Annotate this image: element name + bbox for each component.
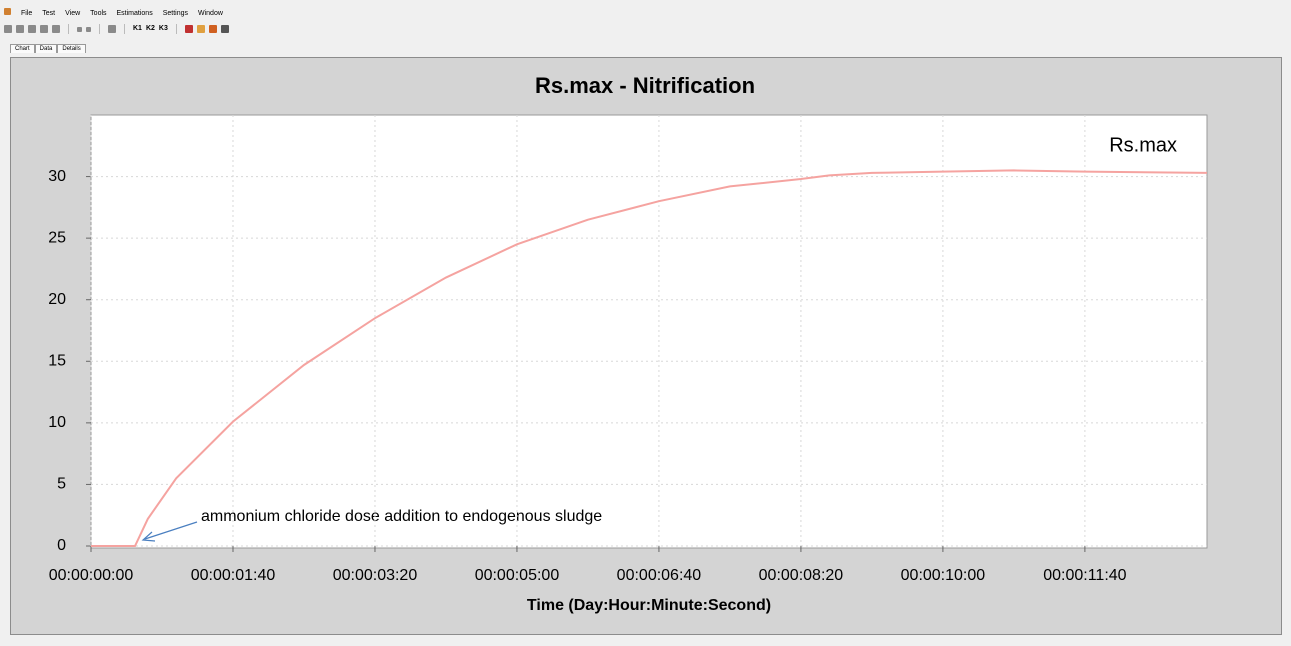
tool-button[interactable]: K1 [133, 25, 142, 32]
tool-button[interactable] [4, 25, 12, 33]
y-tick-label: 15 [48, 353, 66, 370]
y-tick-label: 5 [57, 476, 66, 493]
toolbar: K1 K2 K3 [4, 22, 229, 36]
separator [99, 24, 100, 34]
x-tick-label: 00:00:00:00 [49, 567, 134, 584]
menu-item[interactable]: Estimations [116, 10, 153, 17]
tool-button[interactable] [184, 25, 193, 33]
tool-button[interactable] [196, 25, 205, 33]
menu-item[interactable]: Window [198, 10, 223, 17]
menu-item[interactable]: Tools [90, 10, 107, 17]
menu-item[interactable]: Settings [162, 10, 188, 17]
separator [68, 24, 69, 34]
tool-button[interactable] [16, 25, 24, 33]
menu-item[interactable]: File [21, 10, 33, 17]
x-tick-label: 00:00:06:40 [617, 567, 702, 584]
y-tick-label: 20 [48, 291, 66, 308]
tab-bar: Chart Data Details [10, 44, 86, 53]
x-tick-label: 00:00:11:40 [1043, 567, 1126, 584]
x-tick-label: 00:00:05:00 [475, 567, 560, 584]
tool-button[interactable] [220, 25, 229, 33]
chart-title: Rs.max - Nitrification [535, 73, 755, 98]
plot-area [90, 114, 1208, 549]
tool-button[interactable] [208, 25, 217, 33]
tab[interactable]: Chart [10, 44, 35, 53]
tab[interactable]: Data [34, 44, 58, 53]
annotation: ammonium chloride dose addition to endog… [201, 508, 602, 525]
tool-button[interactable] [86, 26, 91, 32]
annotation-arrow [144, 521, 198, 540]
x-tick-label: 00:00:08:20 [759, 567, 844, 584]
y-tick-label: 10 [48, 414, 66, 431]
menu-item[interactable]: Test [42, 10, 56, 17]
x-tick-label: 00:00:03:20 [333, 567, 418, 584]
menu-bar: File Test View Tools Estimations Settings Wind… [0, 8, 1291, 20]
menu-item[interactable]: View [65, 10, 81, 17]
tool-button[interactable] [108, 25, 116, 33]
separator [175, 24, 177, 34]
tool-button[interactable] [40, 25, 48, 33]
y-tick-label: 30 [48, 168, 66, 185]
tool-button[interactable] [77, 26, 82, 32]
arrow-head [141, 531, 156, 542]
x-tick-label: 00:00:10:00 [901, 567, 986, 584]
tool-button[interactable]: K3 [158, 25, 168, 32]
legend-label: Rs.max [1109, 134, 1177, 156]
separator [124, 24, 125, 34]
tool-button[interactable] [52, 25, 60, 33]
tab[interactable]: Details [57, 44, 86, 53]
x-tick-label: 00:00:01:40 [191, 567, 276, 584]
tool-button[interactable]: K2 [145, 25, 155, 32]
y-tick-label: 25 [48, 229, 66, 246]
app-icon [4, 8, 11, 15]
series-line [91, 169, 1208, 547]
y-tick-label: 0 [57, 537, 66, 554]
x-axis-label: Time (Day:Hour:Minute:Second) [527, 597, 771, 614]
tool-button[interactable] [28, 25, 36, 33]
